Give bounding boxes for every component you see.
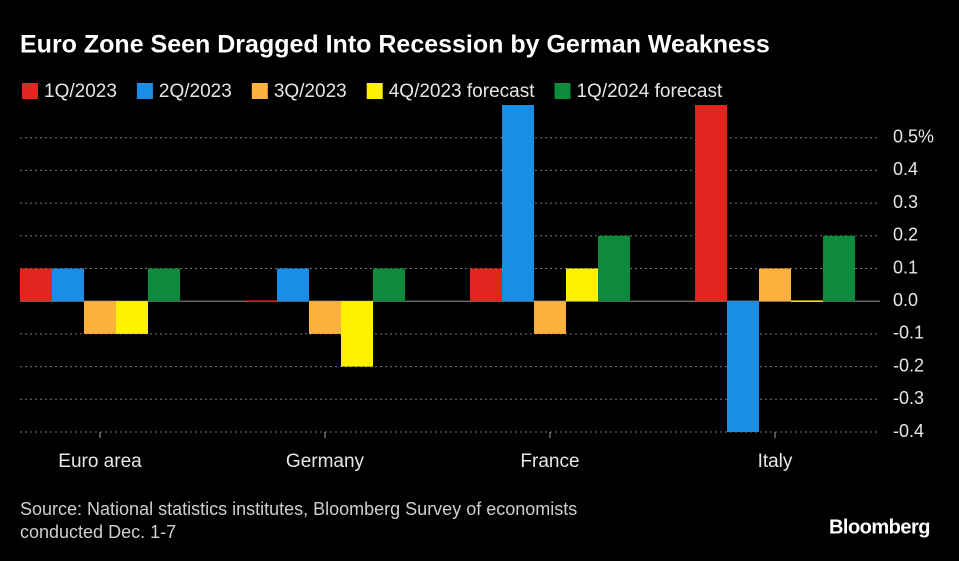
bar [727, 301, 759, 432]
bar [277, 268, 309, 302]
y-tick-label: 0.4 [893, 159, 918, 179]
y-tick-label: 0.0 [893, 290, 918, 310]
legend-label: 3Q/2023 [274, 81, 347, 102]
bar [84, 301, 116, 334]
legend-swatch [366, 83, 383, 99]
bar [502, 105, 534, 302]
x-tick-label: Germany [286, 451, 365, 472]
y-tick-label: 0.2 [893, 225, 918, 245]
bar [373, 268, 405, 302]
y-tick-label: -0.2 [893, 355, 924, 375]
bar [791, 300, 823, 302]
bar [759, 268, 791, 302]
bar [598, 235, 630, 302]
legend: 1Q/2023 2Q/2023 3Q/2023 4Q/2023 forecast 1Q/… [22, 81, 723, 102]
source: Source: National statistics institutes, … [20, 499, 577, 519]
bar [341, 301, 373, 367]
y-tick-label: -0.3 [893, 388, 924, 408]
x-tick-label: Italy [758, 451, 793, 472]
legend-label: 1Q/2023 [44, 81, 117, 102]
bar [20, 268, 52, 302]
x-tick-label: France [520, 451, 579, 472]
bar [309, 301, 341, 334]
source: conducted Dec. 1-7 [20, 522, 176, 542]
y-tick-label: 0.5% [893, 126, 934, 146]
legend-label: 4Q/2023 forecast [389, 81, 535, 102]
y-tick-label: -0.1 [893, 323, 924, 343]
legend-swatch [554, 83, 571, 99]
bar [566, 268, 598, 302]
legend-swatch [136, 83, 153, 99]
bar [148, 268, 180, 302]
legend-swatch [251, 83, 268, 99]
bar [823, 235, 855, 302]
legend-label: 2Q/2023 [159, 81, 232, 102]
bar [695, 105, 727, 302]
bar [52, 268, 84, 302]
chart-title: Euro Zone Seen Dragged Into Recession by… [20, 31, 770, 59]
y-tick-label: 0.1 [893, 257, 918, 277]
brand: Bloomberg [829, 516, 930, 538]
legend-label: 1Q/2024 forecast [576, 81, 722, 102]
y-tick-label: 0.3 [893, 192, 918, 212]
y-tick-label: -0.4 [893, 421, 924, 441]
legend-swatch [22, 83, 38, 99]
x-tick-label: Euro area [58, 451, 142, 472]
bar [116, 301, 148, 334]
bar [245, 300, 277, 302]
bar [470, 268, 502, 302]
bar [534, 301, 566, 334]
